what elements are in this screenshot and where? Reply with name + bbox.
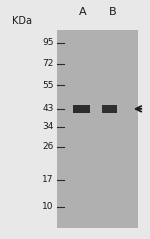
Text: A: A	[79, 7, 87, 17]
Text: 17: 17	[42, 175, 54, 184]
Text: B: B	[109, 7, 116, 17]
Text: 26: 26	[42, 142, 54, 151]
Text: 10: 10	[42, 202, 54, 212]
Text: 55: 55	[42, 81, 54, 90]
Bar	[57, 30, 138, 228]
Text: 95: 95	[42, 38, 54, 47]
Text: KDa: KDa	[12, 16, 32, 27]
Bar	[102, 105, 117, 113]
Text: 34: 34	[42, 122, 54, 131]
Text: 72: 72	[42, 60, 54, 69]
Bar	[73, 105, 90, 113]
Text: 43: 43	[42, 104, 54, 113]
